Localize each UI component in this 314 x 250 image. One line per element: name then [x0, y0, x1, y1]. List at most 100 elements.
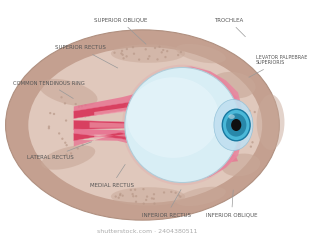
- Ellipse shape: [158, 46, 161, 48]
- Ellipse shape: [126, 48, 128, 50]
- Polygon shape: [74, 83, 238, 113]
- Ellipse shape: [64, 102, 66, 104]
- Ellipse shape: [229, 116, 231, 118]
- Ellipse shape: [122, 65, 243, 185]
- Text: COMMON TENDINOUS RING: COMMON TENDINOUS RING: [13, 81, 84, 98]
- Ellipse shape: [145, 199, 147, 201]
- Ellipse shape: [70, 152, 72, 154]
- Ellipse shape: [175, 192, 177, 194]
- Ellipse shape: [222, 109, 250, 141]
- Ellipse shape: [163, 191, 165, 194]
- Ellipse shape: [121, 50, 123, 52]
- Ellipse shape: [84, 104, 87, 106]
- Ellipse shape: [223, 124, 225, 126]
- Ellipse shape: [239, 106, 241, 108]
- Ellipse shape: [6, 30, 279, 220]
- Ellipse shape: [122, 57, 125, 59]
- Ellipse shape: [224, 101, 226, 103]
- Polygon shape: [178, 137, 241, 182]
- Ellipse shape: [65, 119, 67, 122]
- Ellipse shape: [78, 106, 80, 108]
- Ellipse shape: [122, 194, 124, 197]
- Ellipse shape: [240, 106, 242, 109]
- Ellipse shape: [229, 119, 231, 121]
- Ellipse shape: [84, 115, 86, 117]
- Ellipse shape: [133, 52, 135, 55]
- Ellipse shape: [138, 58, 140, 61]
- Ellipse shape: [113, 52, 116, 54]
- Ellipse shape: [231, 119, 241, 131]
- Ellipse shape: [244, 130, 246, 132]
- Ellipse shape: [153, 202, 156, 205]
- Ellipse shape: [160, 51, 163, 54]
- Text: SUPERIOR OBLIQUE: SUPERIOR OBLIQUE: [94, 18, 147, 44]
- Polygon shape: [74, 129, 224, 137]
- Ellipse shape: [242, 120, 245, 123]
- Text: MEDIAL RECTUS: MEDIAL RECTUS: [89, 164, 133, 188]
- Ellipse shape: [82, 144, 84, 146]
- Ellipse shape: [111, 187, 185, 206]
- Ellipse shape: [225, 130, 228, 132]
- Ellipse shape: [115, 196, 117, 198]
- Ellipse shape: [78, 136, 80, 138]
- Ellipse shape: [148, 55, 150, 58]
- Polygon shape: [74, 120, 243, 130]
- Ellipse shape: [221, 154, 260, 176]
- Ellipse shape: [251, 141, 254, 144]
- Ellipse shape: [60, 96, 63, 98]
- Ellipse shape: [132, 195, 134, 198]
- Ellipse shape: [86, 111, 88, 113]
- Polygon shape: [74, 132, 233, 158]
- Ellipse shape: [120, 52, 122, 54]
- Ellipse shape: [218, 128, 220, 130]
- Ellipse shape: [231, 151, 234, 153]
- Ellipse shape: [254, 111, 256, 113]
- Ellipse shape: [239, 136, 242, 139]
- Ellipse shape: [247, 110, 250, 112]
- Ellipse shape: [164, 56, 167, 58]
- Ellipse shape: [180, 51, 182, 53]
- Ellipse shape: [176, 44, 226, 63]
- Ellipse shape: [126, 55, 128, 58]
- Polygon shape: [94, 133, 222, 155]
- Ellipse shape: [154, 47, 156, 49]
- Text: INFERIOR OBLIQUE: INFERIOR OBLIQUE: [206, 190, 257, 218]
- Ellipse shape: [122, 54, 124, 56]
- Ellipse shape: [219, 138, 221, 140]
- Ellipse shape: [117, 196, 120, 199]
- Ellipse shape: [49, 112, 51, 114]
- Ellipse shape: [119, 193, 122, 195]
- Ellipse shape: [130, 189, 132, 191]
- Ellipse shape: [177, 54, 179, 56]
- Ellipse shape: [176, 187, 226, 206]
- Ellipse shape: [248, 110, 251, 112]
- Ellipse shape: [235, 139, 237, 141]
- Ellipse shape: [179, 196, 181, 198]
- Ellipse shape: [178, 194, 180, 196]
- Ellipse shape: [144, 48, 147, 50]
- Ellipse shape: [66, 144, 68, 146]
- Ellipse shape: [235, 132, 237, 134]
- Text: INFERIOR RECTUS: INFERIOR RECTUS: [142, 190, 191, 218]
- Ellipse shape: [125, 68, 240, 182]
- Ellipse shape: [41, 145, 95, 170]
- Ellipse shape: [235, 143, 237, 146]
- Ellipse shape: [58, 132, 60, 134]
- Ellipse shape: [246, 126, 248, 129]
- Ellipse shape: [156, 58, 159, 60]
- Ellipse shape: [162, 49, 165, 51]
- Ellipse shape: [223, 111, 225, 114]
- Ellipse shape: [134, 188, 136, 191]
- Ellipse shape: [127, 77, 219, 158]
- Text: shutterstock.com · 2404380511: shutterstock.com · 2404380511: [97, 228, 197, 234]
- Ellipse shape: [48, 126, 50, 128]
- Ellipse shape: [151, 197, 153, 200]
- Ellipse shape: [153, 193, 155, 196]
- Polygon shape: [178, 66, 241, 111]
- Ellipse shape: [214, 100, 253, 150]
- Text: TROCHLEA: TROCHLEA: [214, 18, 245, 37]
- Ellipse shape: [229, 113, 231, 116]
- Ellipse shape: [228, 114, 235, 119]
- Ellipse shape: [82, 113, 84, 116]
- Ellipse shape: [234, 116, 236, 118]
